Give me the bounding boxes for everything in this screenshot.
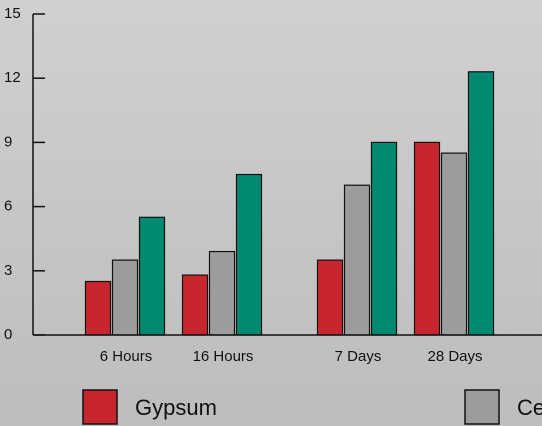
x-tick-label: 16 Hours: [193, 348, 254, 365]
bar: [316, 259, 344, 336]
legend-label: Ce: [517, 395, 542, 420]
bar: [413, 141, 441, 336]
y-tick-label: 6: [4, 198, 12, 215]
y-tick-label: 0: [4, 326, 12, 343]
x-tick-label: 6 Hours: [100, 348, 153, 365]
bar: [235, 173, 263, 336]
y-tick-label: 15: [4, 5, 21, 22]
bar: [440, 152, 468, 336]
bar: [84, 280, 112, 336]
legend-swatch: [82, 389, 118, 425]
y-tick-label: 3: [4, 262, 12, 279]
x-tick-label: 7 Days: [335, 348, 382, 365]
bar: [467, 71, 495, 336]
legend-label: Gypsum: [135, 395, 217, 420]
legend-swatch: [464, 389, 500, 425]
bar: [370, 141, 398, 336]
bar: [208, 250, 236, 336]
bar: [343, 184, 371, 336]
bar: [181, 274, 209, 336]
y-tick-label: 12: [4, 69, 21, 86]
bar: [111, 259, 139, 336]
bar: [138, 216, 166, 336]
x-tick-label: 28 Days: [427, 348, 482, 365]
y-tick-label: 9: [4, 133, 12, 150]
